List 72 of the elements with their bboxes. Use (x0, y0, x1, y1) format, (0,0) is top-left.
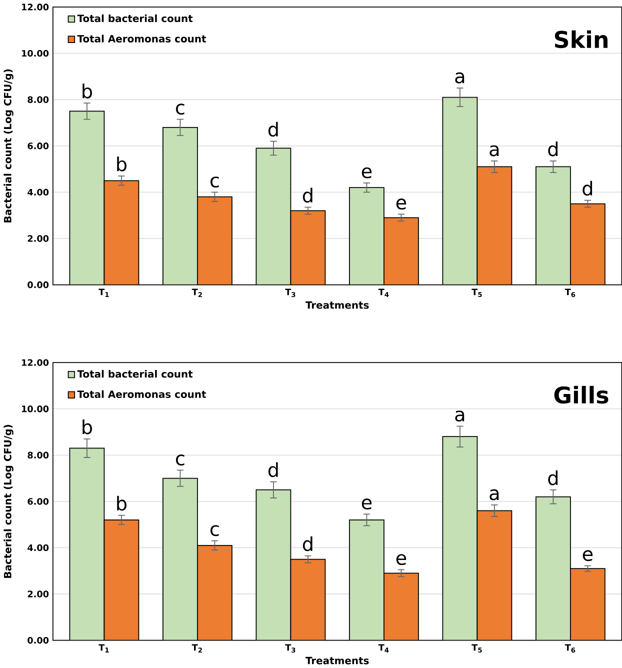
y-axis-title: Bacterial count (Log CFU/g) (4, 424, 14, 578)
y-tick-label: 8.00 (28, 452, 49, 458)
bar (348, 519, 384, 640)
y-tick-label: 8.00 (28, 96, 49, 103)
annotation: c (176, 454, 184, 466)
annotation: e (362, 167, 372, 178)
annotation: c (176, 104, 184, 115)
y-tick-label: 12.00 (22, 359, 49, 366)
annotation: d (302, 188, 312, 203)
x-tick-label: T$_{4}$ (378, 644, 389, 652)
x-tick-label: T$_{1}$ (98, 288, 109, 297)
annotation: d (302, 536, 312, 552)
x-axis-title: Treatments (305, 301, 369, 309)
bar (104, 180, 140, 285)
bar (162, 478, 198, 640)
annotation: a (490, 145, 498, 156)
legend-label: Total Aeromonas count (77, 390, 206, 398)
x-tick-label: T$_{6}$ (564, 288, 576, 298)
annotation: d (268, 122, 278, 137)
x-tick-label: T$_{2}$ (192, 288, 202, 298)
annotation: d (548, 142, 558, 156)
annotation: e (362, 498, 372, 510)
y-axis-title: Bacterial count (Log CFU/g) (4, 69, 14, 222)
legend-label: Total Aeromonas count (77, 34, 206, 42)
x-tick-label: T$_{2}$ (192, 644, 202, 653)
x-tick-label: T$_{5}$ (472, 644, 482, 653)
y-tick-label: 4.00 (27, 188, 49, 196)
y-tick-label: 10.00 (22, 405, 49, 412)
y-tick-label: 10.00 (22, 50, 49, 57)
y-tick-label: 0.00 (28, 636, 49, 644)
y-tick-label: 2.00 (28, 235, 49, 242)
text: Gills (554, 386, 608, 404)
legend-label: Total bacterial count (77, 370, 193, 378)
x-tick-label: T$_{4}$ (378, 288, 389, 297)
x-tick-label: T$_{5}$ (472, 288, 482, 298)
bar (196, 196, 232, 285)
annotation: a (455, 72, 464, 84)
x-tick-label: T$_{3}$ (285, 288, 296, 298)
annotation: b (82, 84, 92, 98)
x-tick-label: T$_{1}$ (98, 644, 109, 652)
text: Skin (554, 30, 608, 48)
bar (69, 448, 105, 640)
annotation: b (82, 419, 92, 434)
y-tick-label: 2.00 (28, 590, 49, 598)
bar (383, 217, 419, 285)
x-tick-label: T$_{3}$ (285, 644, 296, 653)
legend-label: Total bacterial count (77, 14, 193, 22)
bar (256, 489, 292, 640)
annotation: d (582, 180, 592, 196)
annotation: d (548, 470, 558, 486)
bar (570, 203, 606, 285)
annotation: d (268, 462, 278, 478)
annotation: b (117, 496, 126, 511)
x-tick-label: T$_{6}$ (564, 644, 576, 653)
annotation: e (582, 550, 592, 562)
bar (535, 496, 571, 640)
y-tick-label: 4.00 (27, 544, 49, 552)
annotation: c (210, 525, 219, 536)
annotation: c (210, 176, 219, 188)
annotation: a (455, 410, 464, 422)
y-tick-label: 0.00 (28, 281, 49, 288)
annotation: b (117, 156, 126, 172)
y-tick-label: 6.00 (28, 142, 49, 150)
annotation: e (396, 198, 406, 210)
annotation: a (490, 489, 498, 500)
bar (476, 166, 512, 285)
x-axis-title: Treatments (305, 656, 369, 664)
y-tick-label: 12.00 (22, 4, 49, 10)
y-tick-label: 6.00 (28, 498, 49, 505)
annotation: e (396, 554, 406, 566)
bar (442, 436, 478, 640)
bar (290, 210, 326, 285)
